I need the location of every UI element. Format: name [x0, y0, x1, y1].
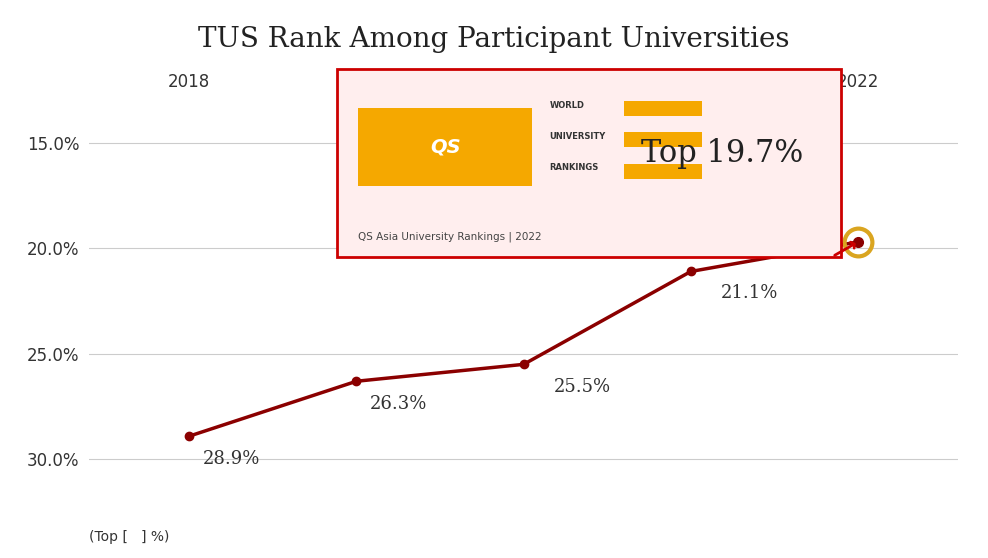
Bar	[623, 163, 701, 179]
Text: UNIVERSITY: UNIVERSITY	[549, 132, 606, 141]
Text: RANKINGS: RANKINGS	[549, 163, 599, 172]
Text: 26.3%: 26.3%	[370, 395, 427, 413]
Bar	[623, 101, 701, 116]
Text: QS: QS	[430, 138, 460, 157]
Text: 21.1%: 21.1%	[721, 284, 779, 302]
Text: Top 19.7%: Top 19.7%	[641, 138, 803, 169]
Text: QS Asia University Rankings | 2022: QS Asia University Rankings | 2022	[359, 232, 542, 242]
Text: (Top [   ] %): (Top [ ] %)	[89, 530, 169, 544]
Text: WORLD: WORLD	[549, 101, 585, 110]
Bar	[623, 132, 701, 147]
FancyBboxPatch shape	[359, 108, 533, 186]
FancyBboxPatch shape	[337, 69, 841, 257]
Text: TUS Rank Among Participant Universities: TUS Rank Among Participant Universities	[199, 26, 789, 52]
Text: 25.5%: 25.5%	[553, 378, 611, 396]
Text: 28.9%: 28.9%	[203, 450, 260, 468]
